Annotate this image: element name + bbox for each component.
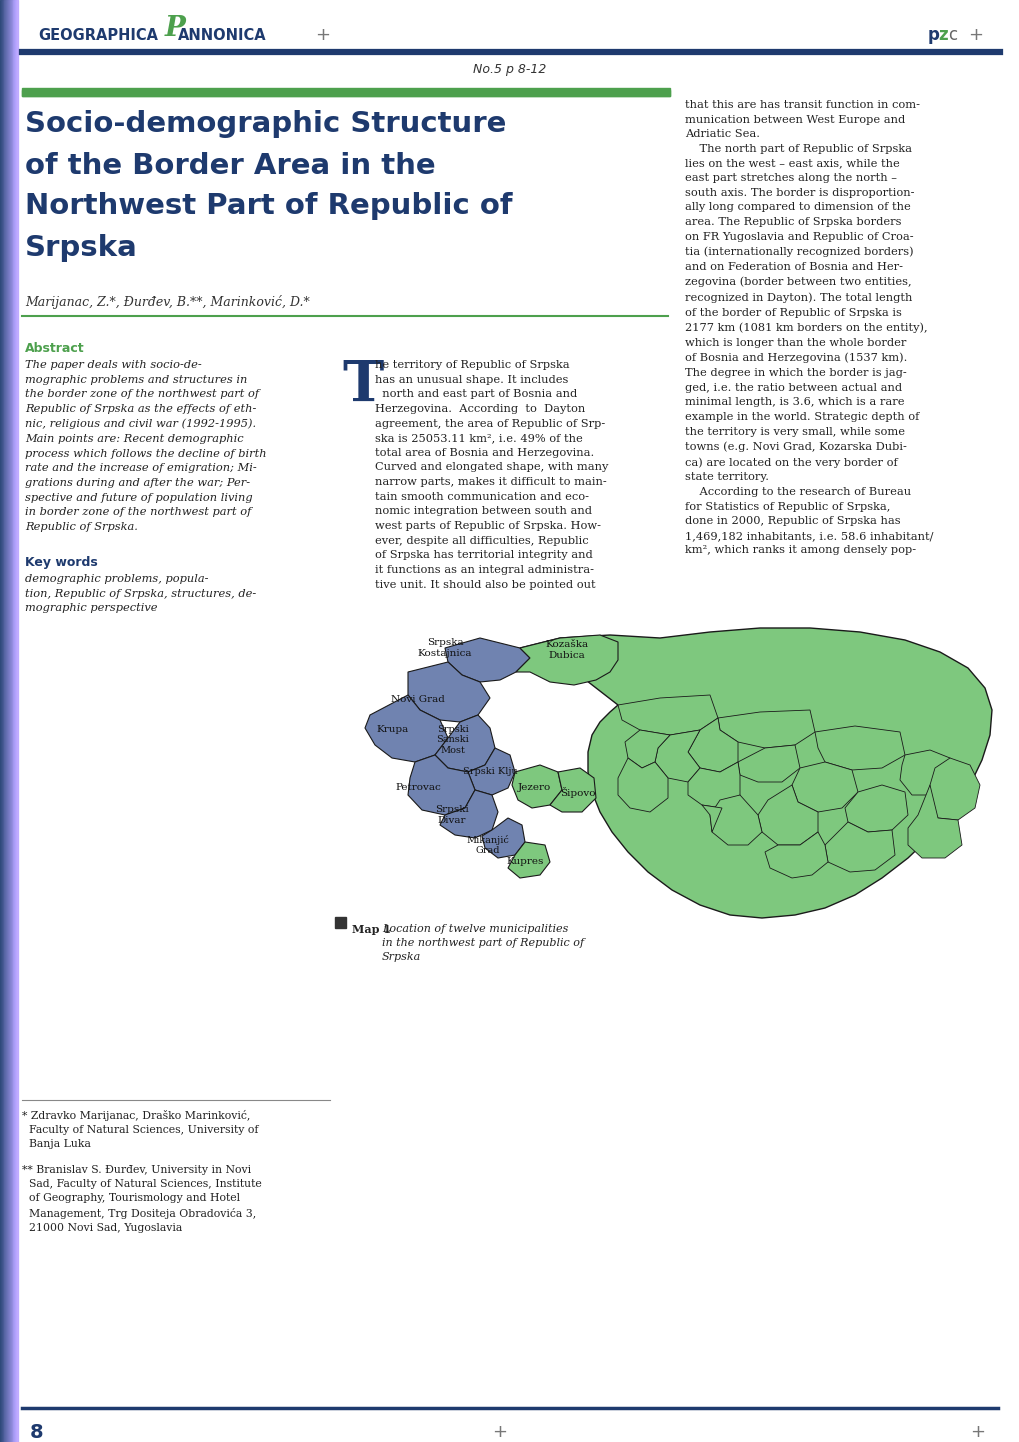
Bar	[13, 0, 14, 1442]
Polygon shape	[814, 725, 904, 770]
Polygon shape	[757, 784, 817, 845]
Bar	[8, 0, 9, 1442]
Bar	[14, 0, 15, 1442]
Polygon shape	[844, 784, 907, 832]
Text: p: p	[927, 26, 938, 45]
Bar	[6, 0, 7, 1442]
Polygon shape	[688, 718, 738, 771]
Text: c: c	[947, 26, 956, 45]
Polygon shape	[654, 730, 699, 782]
Text: Novi Grad: Novi Grad	[390, 695, 444, 705]
Polygon shape	[434, 715, 494, 771]
Text: Northwest Part of Republic of: Northwest Part of Republic of	[25, 192, 512, 221]
Text: Abstract: Abstract	[25, 342, 85, 355]
Bar	[10, 0, 11, 1442]
Text: Key words: Key words	[25, 557, 98, 570]
Text: of the Border Area in the: of the Border Area in the	[25, 151, 435, 180]
Text: The paper deals with socio-de-
mographic problems and structures in
the border z: The paper deals with socio-de- mographic…	[25, 360, 266, 532]
Bar	[3, 0, 4, 1442]
Text: Ρ: Ρ	[165, 14, 185, 42]
Bar	[1, 0, 2, 1442]
Polygon shape	[507, 842, 549, 878]
Polygon shape	[709, 795, 761, 845]
Bar	[334, 917, 345, 929]
Text: Mikanjić
Grad: Mikanjić Grad	[466, 835, 508, 855]
Text: that this are has transit function in com-
munication between West Europe and
Ad: that this are has transit function in co…	[685, 99, 932, 555]
Bar	[15, 0, 16, 1442]
Bar	[12, 0, 14, 1442]
Text: * Zdravko Marijanac, Draško Marinković,
  Faculty of Natural Sciences, Universit: * Zdravko Marijanac, Draško Marinković, …	[22, 1110, 258, 1149]
Text: ANNONICA: ANNONICA	[178, 27, 266, 42]
Bar	[11, 0, 12, 1442]
Text: Srpska: Srpska	[25, 234, 138, 262]
Polygon shape	[907, 784, 961, 858]
Bar	[4, 0, 6, 1442]
Text: Srpski
Sanski
Most: Srpski Sanski Most	[436, 725, 469, 756]
Polygon shape	[408, 756, 475, 815]
Bar	[7, 0, 8, 1442]
Bar	[17, 0, 18, 1442]
Polygon shape	[365, 695, 447, 761]
Text: Petrovac: Petrovac	[394, 783, 440, 793]
Text: Srpska
Kostajnica: Srpska Kostajnica	[418, 639, 472, 658]
Text: +: +	[967, 26, 982, 45]
Bar	[11, 0, 13, 1442]
Text: Jezero: Jezero	[517, 783, 550, 793]
Text: Srpski Klju: Srpski Klju	[463, 767, 517, 776]
Polygon shape	[468, 748, 515, 795]
Bar	[5, 0, 6, 1442]
Bar	[4, 0, 5, 1442]
Bar	[9, 0, 10, 1442]
Polygon shape	[439, 790, 497, 838]
Polygon shape	[512, 766, 561, 808]
Text: Krupa: Krupa	[376, 725, 409, 734]
Text: Šipovo: Šipovo	[559, 786, 595, 797]
Polygon shape	[738, 746, 799, 782]
Text: Kupres: Kupres	[505, 858, 543, 867]
Text: Srpski
Divar: Srpski Divar	[435, 805, 469, 825]
Polygon shape	[625, 730, 669, 769]
Polygon shape	[899, 750, 951, 795]
Polygon shape	[717, 709, 814, 748]
Polygon shape	[408, 662, 489, 722]
Bar	[22, 88, 669, 97]
Bar	[16, 0, 17, 1442]
Text: Location of twelve municipalities
in the northwest part of Republic of
Srpska: Location of twelve municipalities in the…	[382, 924, 584, 962]
Polygon shape	[924, 758, 979, 820]
Text: No.5 p 8-12: No.5 p 8-12	[473, 63, 546, 76]
Text: +: +	[969, 1423, 984, 1441]
Text: demographic problems, popula-
tion, Republic of Srpska, structures, de-
mographi: demographic problems, popula- tion, Repu…	[25, 574, 256, 613]
Bar	[0, 0, 1, 1442]
Text: +: +	[491, 1423, 506, 1441]
Polygon shape	[618, 758, 667, 812]
Text: he territory of Republic of Srpska
has an unusual shape. It includes
  north and: he territory of Republic of Srpska has a…	[375, 360, 607, 590]
Polygon shape	[482, 818, 525, 858]
Text: Map 1: Map 1	[352, 924, 390, 934]
Polygon shape	[549, 769, 595, 812]
Polygon shape	[520, 629, 991, 919]
Polygon shape	[824, 822, 894, 872]
Text: GEOGRAPHICA: GEOGRAPHICA	[38, 27, 158, 42]
Text: T: T	[341, 358, 383, 412]
Bar	[22, 89, 669, 97]
Polygon shape	[516, 634, 618, 685]
Text: z: z	[937, 26, 947, 45]
Text: ** Branislav S. Đurđev, University in Novi
  Sad, Faculty of Natural Sciences, I: ** Branislav S. Đurđev, University in No…	[22, 1165, 262, 1233]
Polygon shape	[688, 761, 739, 808]
Polygon shape	[618, 695, 717, 735]
Text: Socio-demographic Structure: Socio-demographic Structure	[25, 110, 505, 138]
Polygon shape	[444, 637, 530, 682]
Bar	[2, 0, 3, 1442]
Text: Kozaška
Dubica: Kozaška Dubica	[545, 640, 588, 659]
Polygon shape	[791, 761, 857, 812]
Text: Marijanac, Z.*, Đurđev, B.**, Marinković, D.*: Marijanac, Z.*, Đurđev, B.**, Marinković…	[25, 296, 310, 309]
Text: 8: 8	[30, 1422, 44, 1442]
Text: +: +	[315, 26, 330, 45]
Polygon shape	[701, 805, 721, 832]
Polygon shape	[764, 832, 827, 878]
